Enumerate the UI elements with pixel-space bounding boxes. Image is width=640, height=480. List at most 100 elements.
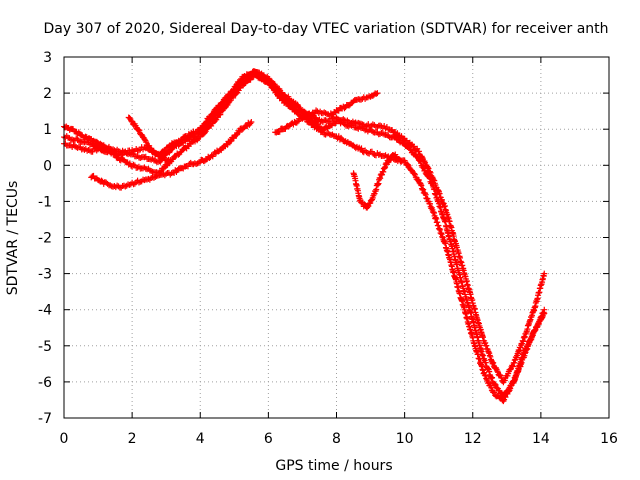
data-point	[131, 180, 138, 187]
data-point	[497, 372, 503, 379]
data-point	[224, 94, 231, 101]
data-point	[482, 372, 489, 379]
y-tick-label: -6	[38, 375, 52, 391]
data-point	[373, 90, 380, 97]
data-point	[135, 179, 142, 186]
y-tick-label: -2	[38, 231, 52, 247]
x-tick-labels: 0 2 4 6 8 10 12 14 16	[60, 431, 618, 447]
data-point	[541, 270, 548, 277]
plot-frame	[63, 56, 610, 419]
data-point	[383, 161, 390, 168]
data-point	[416, 157, 423, 164]
data-point	[485, 379, 492, 386]
data-point	[364, 94, 371, 101]
series-track-3	[61, 68, 548, 405]
data-point	[417, 181, 424, 188]
data-point	[381, 165, 388, 172]
data-point	[248, 118, 255, 125]
data-point	[123, 182, 130, 189]
data-point	[418, 153, 425, 160]
data-point	[387, 157, 394, 164]
data-point	[198, 125, 205, 132]
x-tick-label: 0	[60, 431, 69, 447]
y-tick-label: 0	[43, 158, 52, 174]
x-tick-label: 12	[464, 431, 482, 447]
y-tick-label: -4	[38, 303, 52, 319]
data-point	[335, 107, 342, 114]
chart-title: Day 307 of 2020, Sidereal Day-to-day VTE…	[43, 21, 608, 37]
data-point	[162, 147, 169, 154]
data-point	[528, 334, 535, 341]
data-point	[358, 145, 365, 152]
data-point	[108, 148, 115, 155]
data-point	[75, 137, 82, 144]
data-point	[111, 149, 118, 156]
series-track-5	[272, 90, 381, 136]
data-point	[398, 158, 405, 165]
data-point	[228, 138, 235, 145]
data-point	[310, 110, 317, 117]
data-point	[334, 115, 341, 122]
data-point	[148, 156, 155, 163]
data-point	[501, 377, 508, 384]
data-point	[261, 74, 268, 81]
data-point	[98, 177, 105, 184]
data-point	[422, 191, 429, 198]
data-point	[427, 200, 434, 207]
data-point	[330, 115, 337, 122]
x-tick-label: 10	[396, 431, 414, 447]
data-point	[509, 378, 516, 385]
data-point	[411, 170, 418, 177]
y-axis-label: SDTVAR / TECUs	[5, 181, 21, 296]
data-point	[507, 385, 514, 392]
data-point	[483, 375, 490, 382]
y-tick-label: 1	[43, 122, 52, 138]
data-point	[411, 143, 418, 150]
data-point	[322, 110, 329, 117]
data-point	[130, 161, 137, 168]
data-point	[163, 170, 170, 177]
data-point	[540, 311, 547, 318]
data-point	[313, 107, 320, 114]
data-point	[481, 372, 488, 379]
data-point	[276, 128, 283, 135]
data-point	[123, 150, 130, 157]
data-point	[341, 105, 348, 112]
data-point	[69, 136, 76, 143]
data-point	[230, 94, 237, 101]
x-tick-label: 2	[128, 431, 137, 447]
data-point	[217, 111, 224, 118]
data-points	[61, 68, 548, 405]
series-track-7	[125, 114, 173, 165]
y-tick-label: 3	[43, 50, 52, 66]
data-point	[509, 363, 516, 370]
y-tick-label: -5	[38, 339, 52, 355]
data-point	[529, 333, 536, 340]
data-point	[535, 321, 542, 328]
data-point	[502, 394, 509, 401]
y-tick-labels: 3 2 1 0 -1 -2 -3 -4 -5 -6 -7	[38, 50, 52, 427]
data-point	[388, 156, 394, 163]
data-point	[137, 154, 144, 161]
data-point	[135, 147, 142, 154]
data-point	[404, 161, 411, 168]
data-point	[415, 176, 422, 183]
data-point	[507, 366, 514, 373]
data-point	[148, 167, 155, 174]
data-point	[355, 119, 362, 126]
data-point	[195, 159, 202, 166]
x-axis-label: GPS time / hours	[275, 458, 392, 474]
x-tick-label: 4	[196, 431, 205, 447]
grid-lines	[64, 57, 609, 418]
data-point	[266, 81, 273, 88]
data-point	[100, 142, 107, 149]
y-tick-label: -1	[38, 194, 52, 210]
data-point	[380, 168, 387, 175]
data-point	[426, 169, 433, 176]
data-point	[418, 182, 425, 189]
data-point	[538, 315, 545, 322]
data-point	[392, 151, 399, 158]
x-tick-label: 6	[264, 431, 273, 447]
data-point	[534, 323, 541, 330]
x-tick-label: 16	[600, 431, 618, 447]
